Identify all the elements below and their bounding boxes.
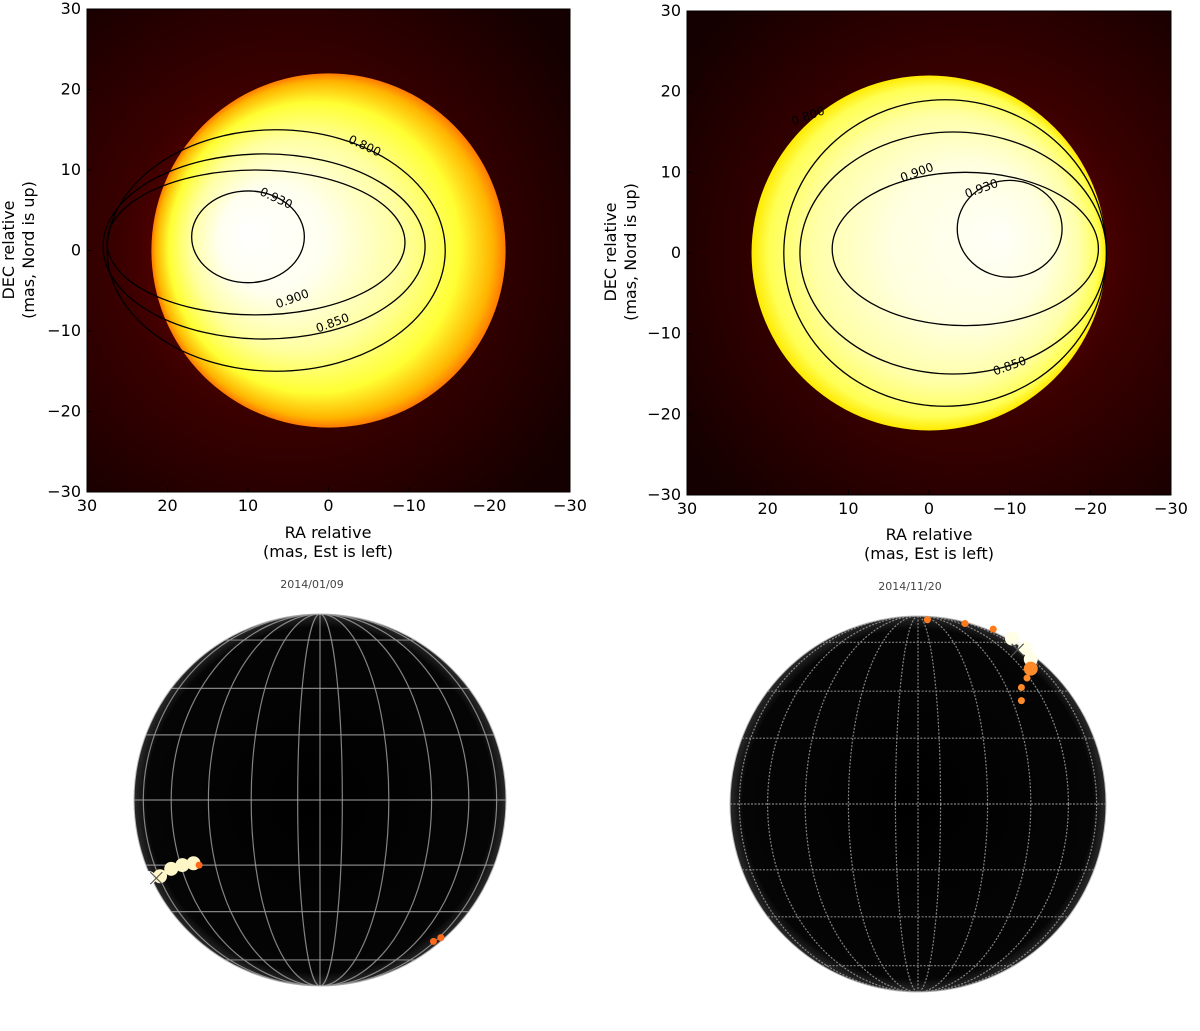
spot-sphere-left: 2014/01/09 xyxy=(132,578,507,987)
ytick-label-left-3: 0 xyxy=(71,241,81,260)
xtick-label-left-0: 30 xyxy=(77,496,97,515)
ylabel-right: DEC relative xyxy=(601,202,620,301)
spot-point-right-1 xyxy=(961,620,969,628)
xtick-label-right-5: −20 xyxy=(1073,499,1107,518)
xtick-label-left-3: 0 xyxy=(323,496,333,515)
ylabel2-left: (mas, Nord is up) xyxy=(19,181,38,319)
spot-point-right-7 xyxy=(1023,674,1031,682)
spot-marker-left xyxy=(149,871,163,885)
ytick-label-left-5: 20 xyxy=(61,80,81,99)
xtick-label-right-1: 20 xyxy=(757,499,777,518)
contour-left-3 xyxy=(190,190,305,284)
ytick-label-left-0: −30 xyxy=(47,482,81,501)
ytick-label-right-3: 0 xyxy=(671,243,681,262)
stellar-disk-right xyxy=(751,75,1107,431)
spot-point-left-0 xyxy=(132,863,147,878)
ytick-label-right-4: 10 xyxy=(661,162,681,181)
xtick-label-right-0: 30 xyxy=(677,499,697,518)
spot-point-right-8 xyxy=(1017,683,1025,691)
contour-right-3 xyxy=(956,179,1063,278)
ytick-label-left-2: −10 xyxy=(47,321,81,340)
spot-point-left-3 xyxy=(164,861,179,876)
contour-right-1 xyxy=(799,131,1108,375)
xlabel2-left: (mas, Est is left) xyxy=(263,542,393,561)
xlabel-right: RA relative xyxy=(886,525,973,544)
ytick-label-right-0: −30 xyxy=(647,485,681,504)
spot-point-right-9 xyxy=(1017,697,1025,705)
spot-trail-right xyxy=(923,616,1038,705)
xtick-label-right-4: −10 xyxy=(993,499,1027,518)
meridian-right-4 xyxy=(738,616,1098,992)
ytick-label-right-6: 30 xyxy=(661,1,681,20)
xtick-label-left-5: −20 xyxy=(473,496,507,515)
contour-left-0 xyxy=(106,129,446,372)
xtick-label-right-2: 10 xyxy=(838,499,858,518)
xtick-label-right-6: −30 xyxy=(1154,499,1188,518)
spot-point-right-6 xyxy=(1023,661,1038,676)
xlabel-left: RA relative xyxy=(285,523,372,542)
contour-right-2 xyxy=(831,171,1100,327)
ytick-label-left-6: 30 xyxy=(61,0,81,18)
graticule-right xyxy=(730,616,1106,992)
meridian-right-1 xyxy=(847,616,989,992)
spot-point-right-4 xyxy=(1018,640,1033,655)
contour-left-1 xyxy=(102,153,426,340)
ytick-label-right-5: 20 xyxy=(661,82,681,101)
ytick-label-right-1: −20 xyxy=(647,404,681,423)
sphere-title-right: 2014/11/20 xyxy=(878,580,941,593)
stellar-disk-left xyxy=(151,73,506,428)
xtick-label-right-3: 0 xyxy=(924,499,934,518)
ytick-label-left-4: 10 xyxy=(61,160,81,179)
contour-left-2 xyxy=(106,169,406,316)
xtick-label-left-6: −30 xyxy=(553,496,587,515)
ylabel2-right: (mas, Nord is up) xyxy=(621,183,640,321)
xtick-label-left-2: 10 xyxy=(238,496,258,515)
ytick-label-right-2: −10 xyxy=(647,324,681,343)
spot-point-left-4 xyxy=(175,858,190,873)
spot-marker-right xyxy=(1011,643,1025,657)
meridian-right-3 xyxy=(766,616,1069,992)
spot-sphere-right: 2014/11/20 xyxy=(729,580,1107,993)
ytick-label-left-1: −20 xyxy=(47,402,81,421)
xtick-label-left-1: 20 xyxy=(157,496,177,515)
xtick-label-left-4: −10 xyxy=(392,496,426,515)
spot-point-left-2 xyxy=(153,869,168,884)
spot-point-right-2 xyxy=(989,625,997,633)
spot-point-right-3 xyxy=(1005,631,1019,646)
xlabel2-right: (mas, Est is left) xyxy=(864,544,994,563)
spot-point-left-6 xyxy=(195,861,203,869)
ylabel-left: DEC relative xyxy=(0,200,18,299)
spot-point-left-8 xyxy=(437,934,445,942)
sphere-title-left: 2014/01/09 xyxy=(280,578,343,591)
spot-point-right-0 xyxy=(923,616,931,624)
graticule-left xyxy=(134,614,506,986)
spot-point-left-7 xyxy=(429,937,437,945)
